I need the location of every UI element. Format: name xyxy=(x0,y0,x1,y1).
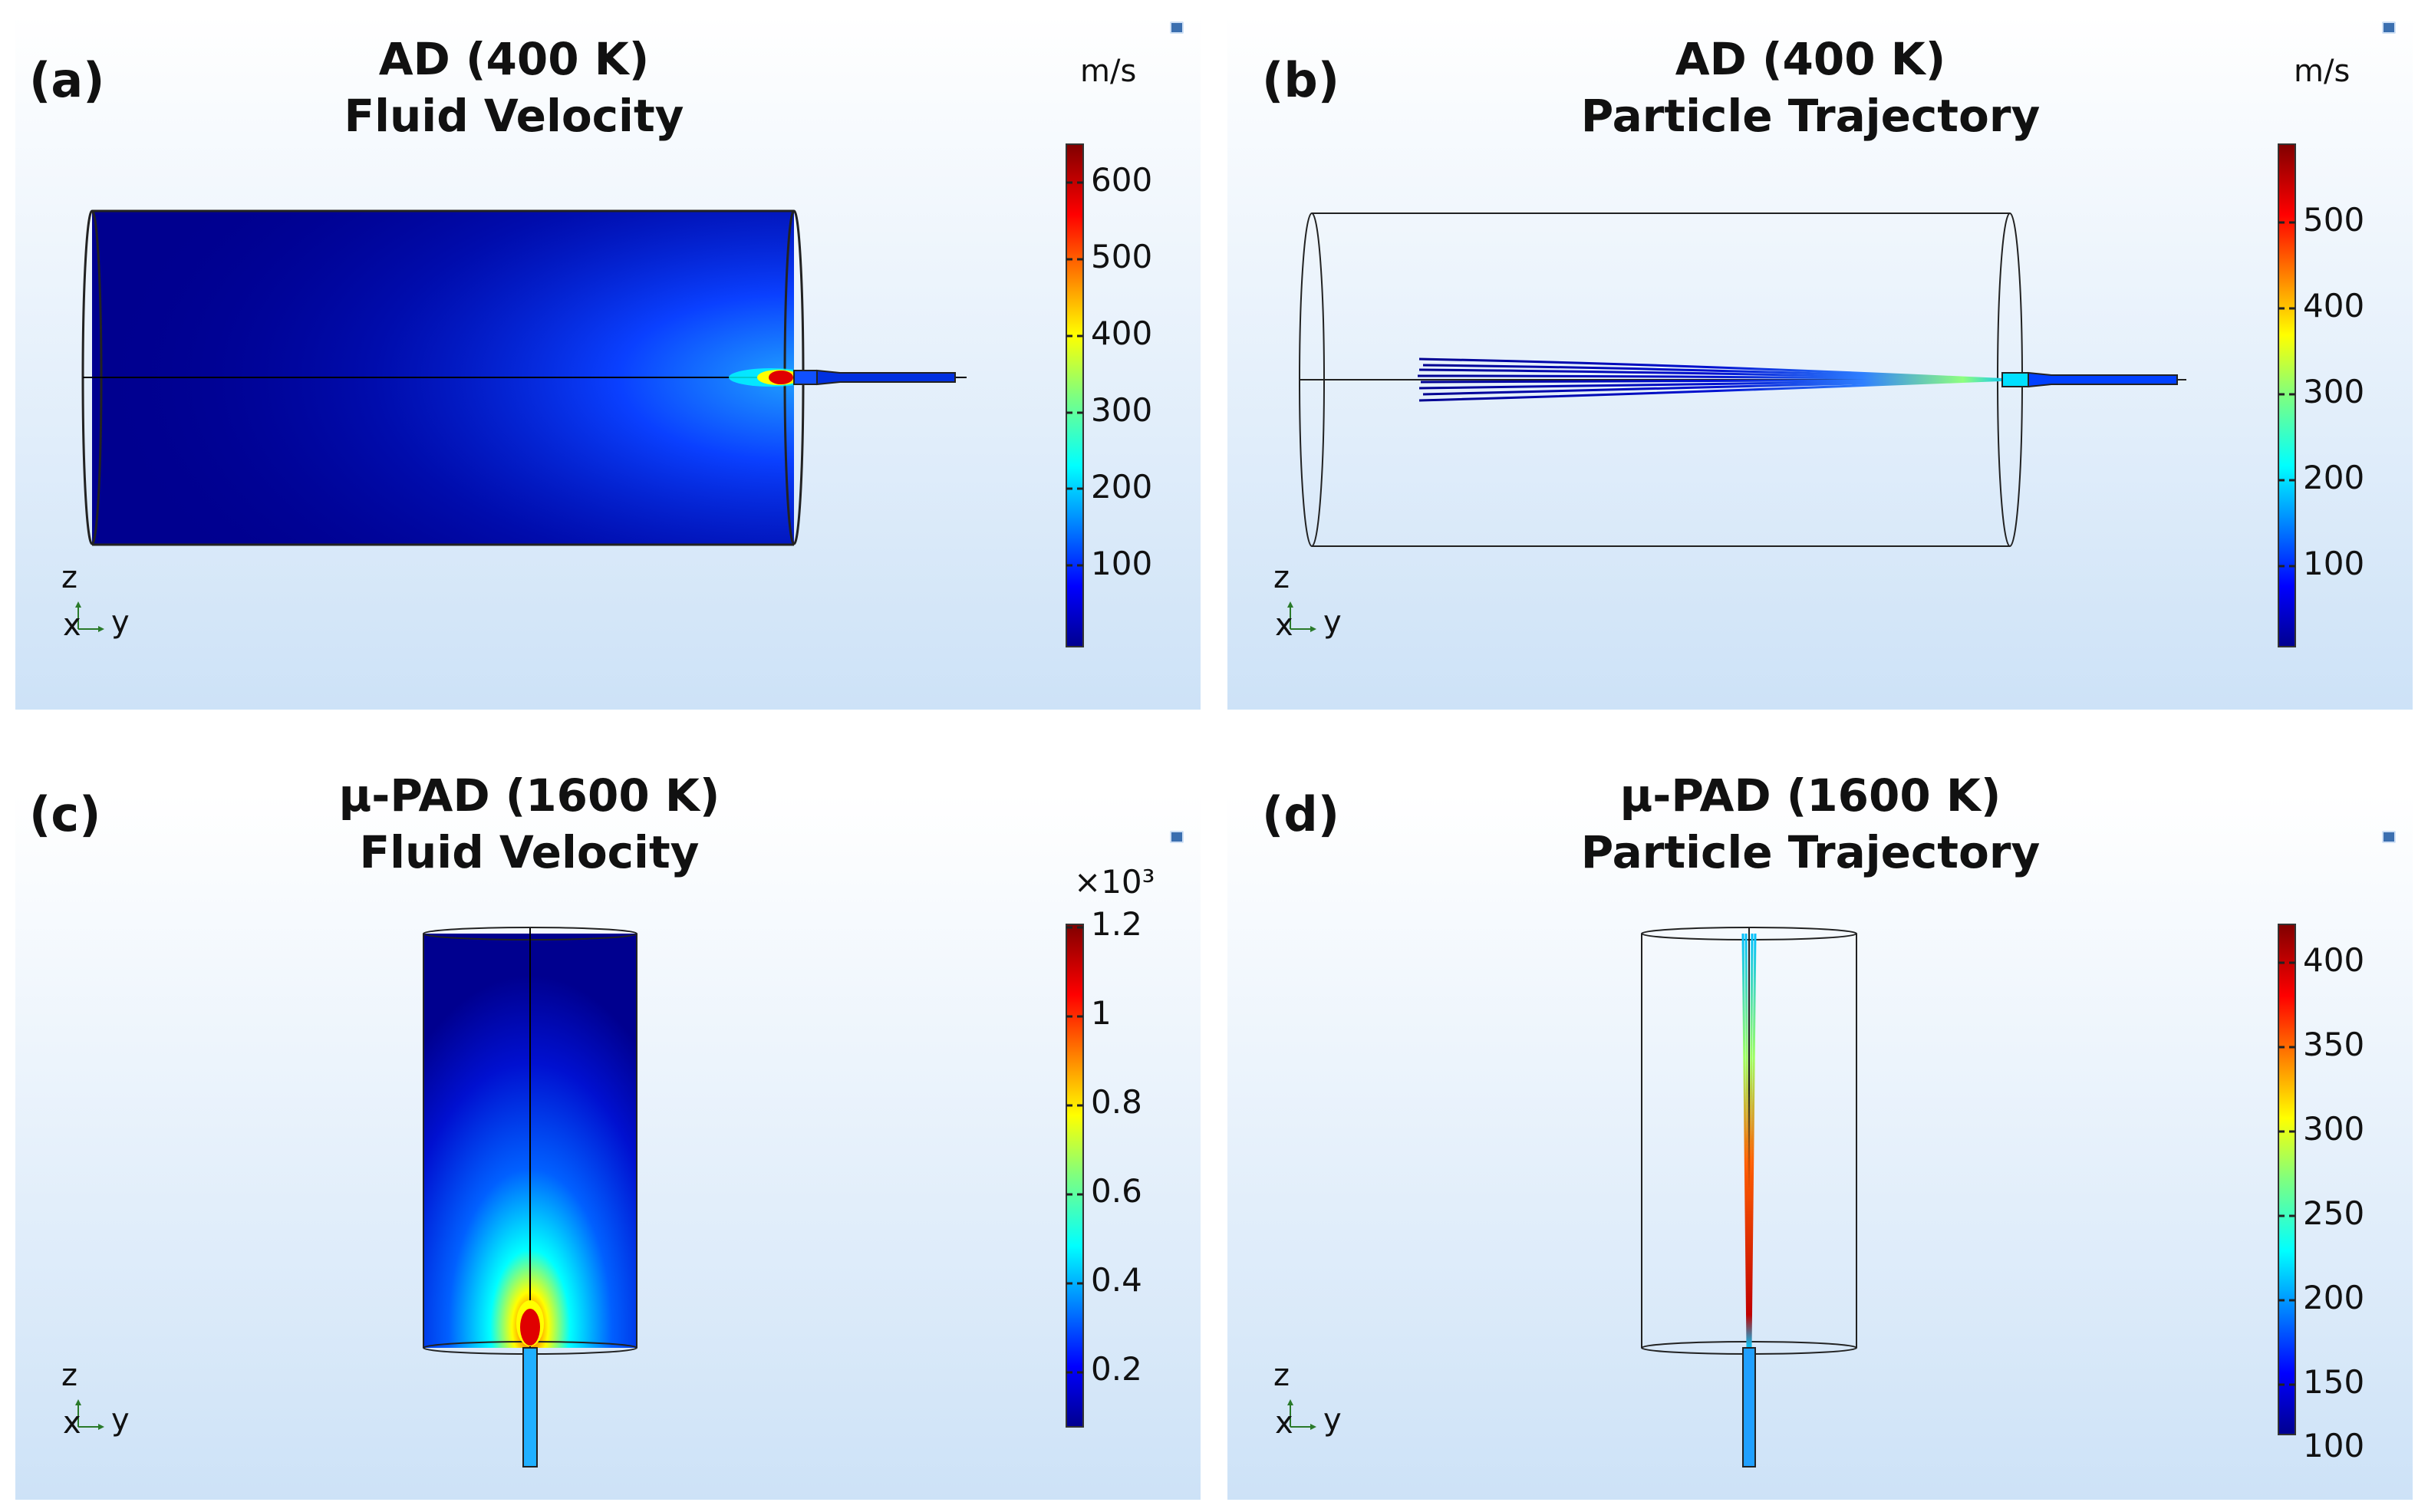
particle-trajectories-d xyxy=(1741,933,1757,1349)
panel-d-corner-icon xyxy=(2382,831,2396,843)
colorbar-b-tick: 300 xyxy=(2303,373,2365,410)
axis-y-label: y xyxy=(1323,1402,1342,1438)
axis-x-label: x xyxy=(1275,1405,1293,1441)
panel-b-label: (b) xyxy=(1262,52,1340,108)
panel-c-title-line1: μ-PAD (1600 K) xyxy=(338,769,720,822)
colorbar-a-tick: 500 xyxy=(1091,238,1153,275)
panel-b-title: AD (400 K) Particle Trajectory xyxy=(1427,31,2194,144)
colorbar-c-tick: 0.2 xyxy=(1091,1350,1142,1388)
panel-a-canvas xyxy=(15,15,1201,710)
panel-c-title-line2: Fluid Velocity xyxy=(359,826,700,878)
colorbar-b-tick: 400 xyxy=(2303,287,2365,324)
colorbar-a-tick: 400 xyxy=(1091,315,1153,352)
axis-z-label: z xyxy=(1273,1358,1290,1393)
panel-a-corner-icon xyxy=(1170,21,1184,34)
colorbar-c-tick: 1.2 xyxy=(1091,905,1142,943)
axis-x-label: x xyxy=(63,608,81,643)
colorbar-a-unit: m/s xyxy=(1080,54,1137,89)
colorbar-d-tick: 400 xyxy=(2303,941,2365,979)
axis-y-label: y xyxy=(1323,604,1342,640)
colorbar-c-unit: ×10³ xyxy=(1074,863,1155,901)
panel-c-label: (c) xyxy=(29,786,101,842)
colorbar-d-tick: 250 xyxy=(2303,1194,2365,1232)
colorbar-c xyxy=(1066,924,1084,1428)
colorbar-b-unit: m/s xyxy=(2294,54,2351,89)
panel-d: (d) μ-PAD (1600 K) Particle Trajectory 4… xyxy=(1227,769,2413,1500)
colorbar-c-tick: 0.4 xyxy=(1091,1261,1142,1299)
colorbar-a xyxy=(1066,143,1084,647)
colorbar-b-tick: 200 xyxy=(2303,459,2365,496)
axis-triad-b xyxy=(1287,601,1316,632)
panel-d-canvas xyxy=(1227,794,2413,1500)
colorbar-d xyxy=(2278,924,2296,1435)
axis-x-label: x xyxy=(1275,608,1293,643)
axis-triad-a xyxy=(75,601,104,632)
colorbar-a-tick: 300 xyxy=(1091,391,1153,429)
colorbar-c-tick: 0.6 xyxy=(1091,1172,1142,1210)
panel-a-title: AD (400 K) Fluid Velocity xyxy=(207,31,821,144)
colorbar-d-tick: 350 xyxy=(2303,1026,2365,1063)
colorbar-d-tick: 300 xyxy=(2303,1110,2365,1148)
panel-d-title-line1: μ-PAD (1600 K) xyxy=(1619,769,2001,822)
particle-trajectories-b xyxy=(1417,357,2011,402)
panel-a-title-line2: Fluid Velocity xyxy=(344,90,684,142)
panel-c-corner-icon xyxy=(1170,831,1184,843)
panel-b-canvas xyxy=(1227,15,2413,710)
panel-b: (b) AD (400 K) Particle Trajectory m/s 5… xyxy=(1227,15,2413,725)
panel-a: (a) AD (400 K) Fluid Velocity m/s 600 50… xyxy=(15,15,1201,725)
axis-y-label: y xyxy=(111,1402,130,1438)
panel-b-title-line2: Particle Trajectory xyxy=(1580,90,2041,142)
colorbar-a-tick: 100 xyxy=(1091,545,1153,582)
axis-z-label: z xyxy=(61,560,77,595)
panel-c: (c) μ-PAD (1600 K) Fluid Velocity ×10³ 1… xyxy=(15,769,1201,1500)
panel-a-label: (a) xyxy=(29,52,105,108)
axis-x-label: x xyxy=(63,1405,81,1441)
colorbar-d-tick: 200 xyxy=(2303,1279,2365,1316)
panel-d-title-line2: Particle Trajectory xyxy=(1580,826,2041,878)
colorbar-c-tick: 0.8 xyxy=(1091,1083,1142,1121)
axis-triad-d xyxy=(1287,1399,1316,1430)
colorbar-a-tick: 200 xyxy=(1091,468,1153,506)
colorbar-b-tick: 500 xyxy=(2303,201,2365,239)
colorbar-d-tick: 100 xyxy=(2303,1427,2365,1464)
panel-d-label: (d) xyxy=(1262,786,1340,842)
colorbar-d-tick: 150 xyxy=(2303,1363,2365,1401)
axis-triad-c xyxy=(75,1399,104,1430)
axis-z-label: z xyxy=(61,1358,77,1393)
panel-b-title-line1: AD (400 K) xyxy=(1675,33,1946,85)
panel-b-corner-icon xyxy=(2382,21,2396,34)
panel-c-title: μ-PAD (1600 K) Fluid Velocity xyxy=(222,767,836,881)
axis-z-label: z xyxy=(1273,560,1290,595)
colorbar-a-tick: 600 xyxy=(1091,161,1153,199)
panel-a-title-line1: AD (400 K) xyxy=(378,33,650,85)
colorbar-b-tick: 100 xyxy=(2303,545,2365,582)
colorbar-c-tick: 1 xyxy=(1091,994,1112,1032)
panel-d-title: μ-PAD (1600 K) Particle Trajectory xyxy=(1427,767,2194,881)
panel-c-canvas xyxy=(15,794,1201,1500)
axis-y-label: y xyxy=(111,604,130,640)
